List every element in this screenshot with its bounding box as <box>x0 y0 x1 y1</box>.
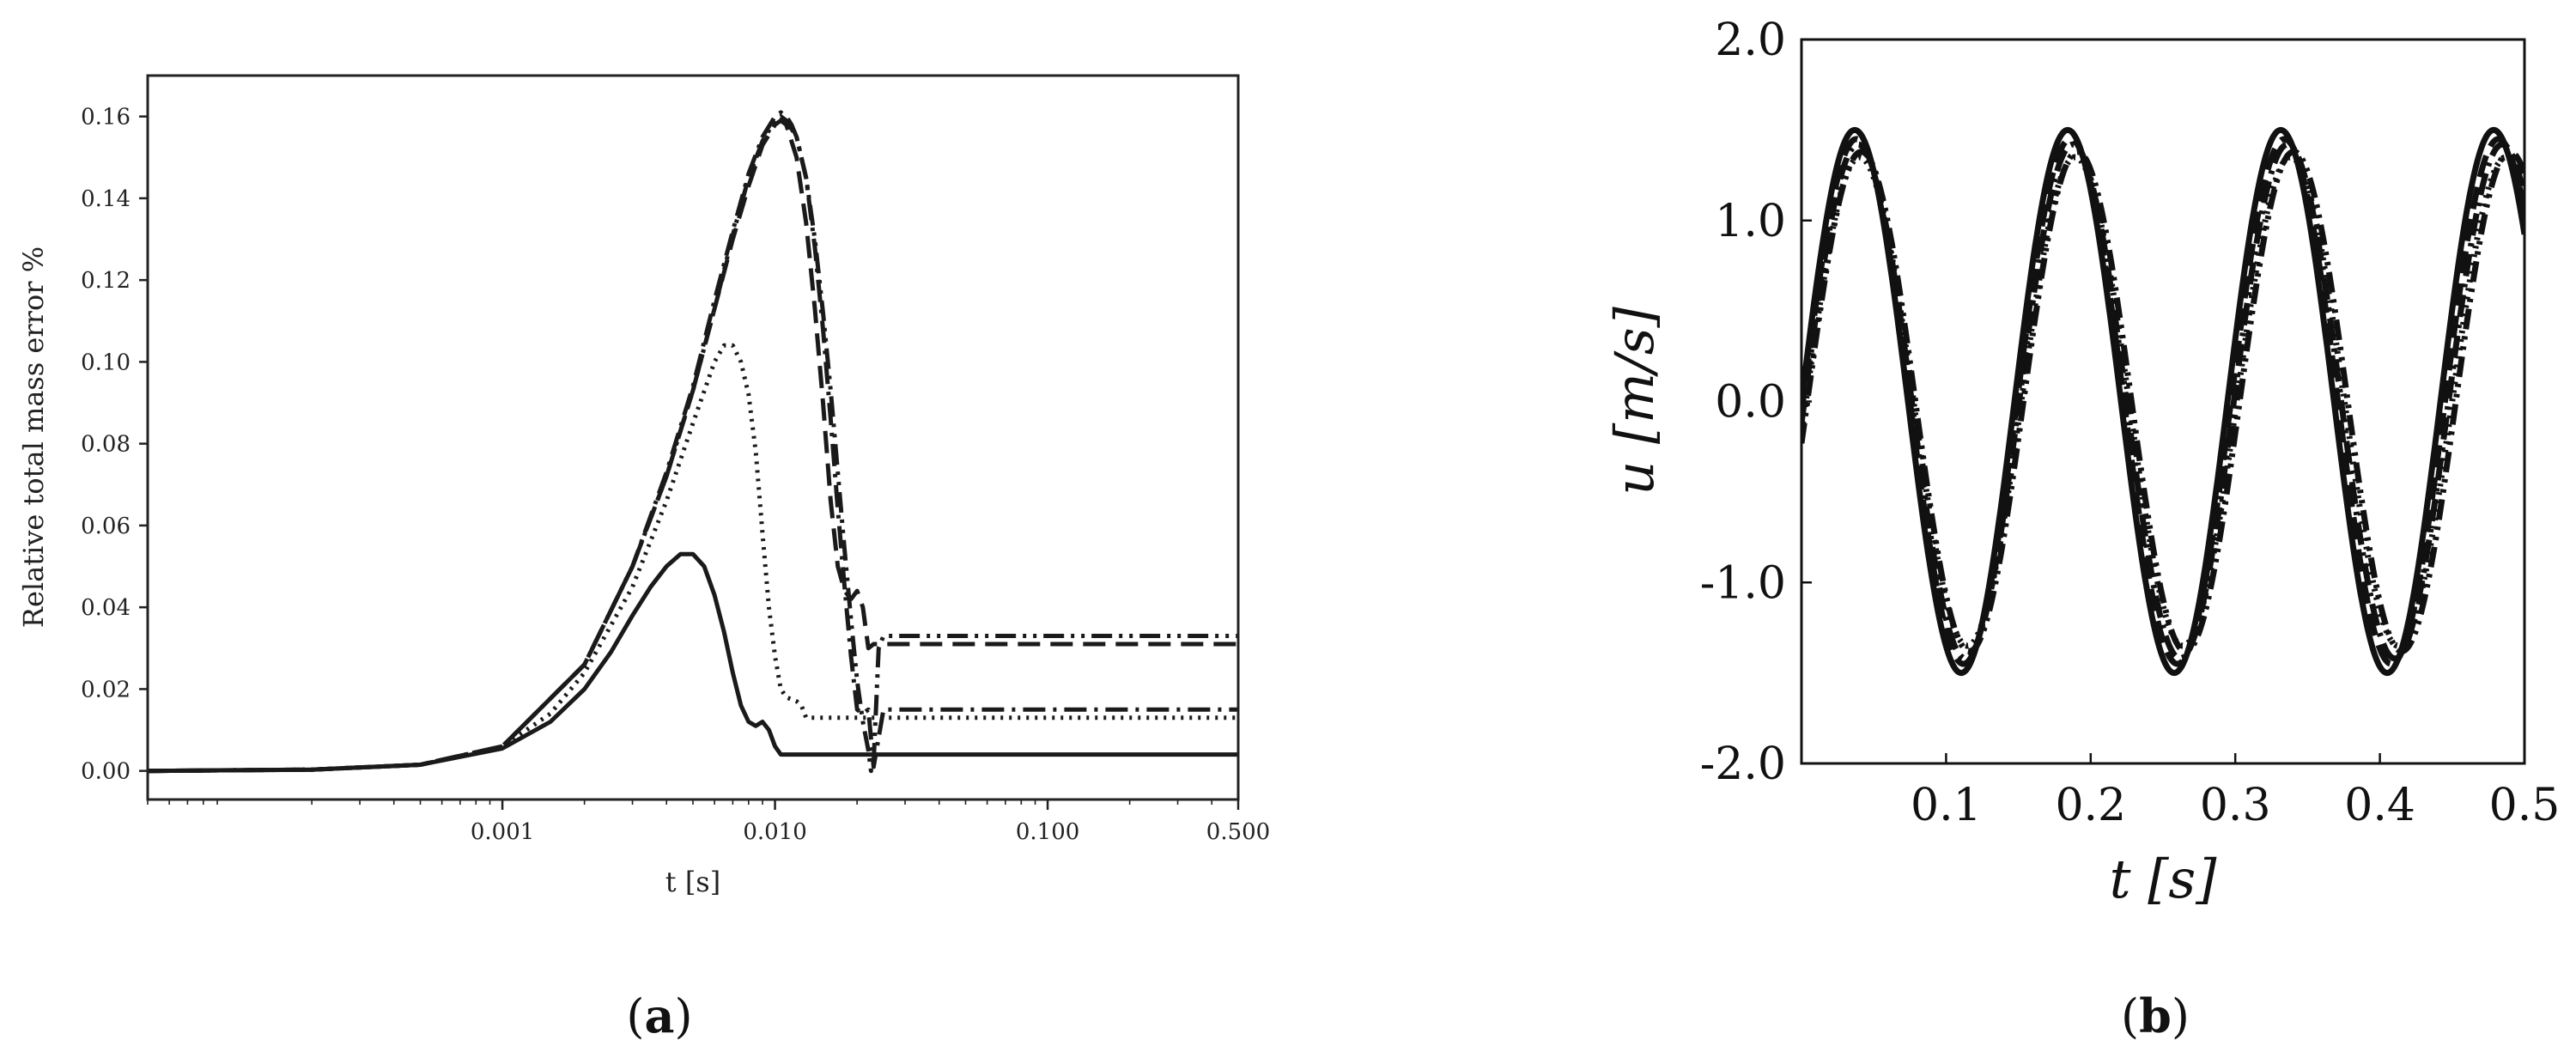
panel-b-x-tick-label: 0.3 <box>2200 780 2271 831</box>
panel-a-series-group <box>147 110 1238 774</box>
panel-a-series-line-dotted <box>147 343 1238 774</box>
panel-a-y-tick-label: 0.14 <box>81 186 131 212</box>
panel-a-label-letter: a <box>645 988 675 1043</box>
panel-b-label-letter: b <box>2139 988 2172 1043</box>
panel-a-y-tick-label: 0.10 <box>81 350 131 375</box>
panel-a-y-ticks: 0.00 0.02 0.04 0.06 0.08 0.10 0.12 0.14 0.16 <box>81 105 148 785</box>
panel-b-series-line-dotted <box>1801 154 2524 649</box>
panel-a-x-axis-label: t [s] <box>665 866 720 898</box>
panel-b-y-tick-label: -1.0 <box>1700 557 1786 609</box>
panel-a-y-tick-label: 0.00 <box>81 759 131 785</box>
panel-b-label-close: ) <box>2172 989 2190 1043</box>
panel-a-y-tick-label: 0.12 <box>81 268 131 294</box>
panel-a-plot-frame <box>146 74 1240 801</box>
panel-a-chart: 0.001 0.010 0.100 0.500 0.000.020.040.060.0… <box>17 74 1270 1043</box>
panel-b-chart: 0.1 0.2 0.3 0.4 0.5 -2.0-1.00.01.02.0 t [s] … <box>1603 15 2560 1043</box>
panel-a-x-tick-label: 0.100 <box>1016 819 1079 845</box>
panel-b-x-tick-label: 0.4 <box>2344 780 2415 831</box>
panel-b-label-open: ( <box>2121 989 2139 1043</box>
panel-a-label-open: ( <box>626 989 644 1043</box>
panel-b-y-tick-label: 0.0 <box>1715 377 1786 429</box>
panel-b-x-tick-label: 0.2 <box>2055 780 2126 831</box>
panel-b-label: (b) <box>2121 988 2190 1043</box>
panel-b-series-group <box>1801 126 2524 677</box>
panel-a-y-tick-label: 0.06 <box>81 514 131 539</box>
panel-b-x-tick-label: 0.1 <box>1911 780 1982 831</box>
panel-a-series-line-dashdotdot <box>147 114 1238 774</box>
panel-a-x-tick-label: 0.001 <box>471 819 534 845</box>
panel-a-y-tick-label: 0.04 <box>81 595 131 621</box>
panel-b-y-tick-label: -2.0 <box>1700 739 1786 790</box>
panel-b-series-line-dashdotdot <box>1801 149 2524 654</box>
panel-b-y-ticks: -2.0 -1.0 0.0 1.0 2.0 <box>1700 15 1812 790</box>
panel-b-x-axis-label: t [s] <box>2110 848 2218 910</box>
panel-a-y-tick-label: 0.02 <box>81 677 131 702</box>
panel-a-series-line-solid <box>147 551 1238 774</box>
panel-a-x-ticks: 0.001 0.010 0.100 0.500 <box>147 800 1270 845</box>
panel-a-series-line-dashed <box>147 118 1238 774</box>
panel-b-series-line-dashed <box>1801 136 2524 667</box>
panel-b-y-tick-label: 2.0 <box>1715 15 1786 66</box>
panel-b-y-axis-label: u [m/s] <box>1603 306 1666 495</box>
panel-a-y-axis-label: Relative total mass error % <box>17 246 50 628</box>
panel-a-label-close: ) <box>675 989 693 1043</box>
panel-b-y-tick-label: 1.0 <box>1715 196 1786 247</box>
panel-a-x-tick-label: 0.500 <box>1206 819 1270 845</box>
panel-a-y-tick-label: 0.16 <box>81 105 131 131</box>
panel-b-x-tick-label: 0.5 <box>2489 780 2561 831</box>
panel-b-x-ticks: 0.1 0.2 0.3 0.4 0.5 <box>1911 753 2560 831</box>
panel-a-y-tick-label: 0.08 <box>81 432 131 458</box>
panel-a-x-tick-label: 0.010 <box>743 819 806 845</box>
panel-a-label: (a) <box>626 988 692 1043</box>
panel-a-series-line-dashdot <box>147 110 1238 774</box>
